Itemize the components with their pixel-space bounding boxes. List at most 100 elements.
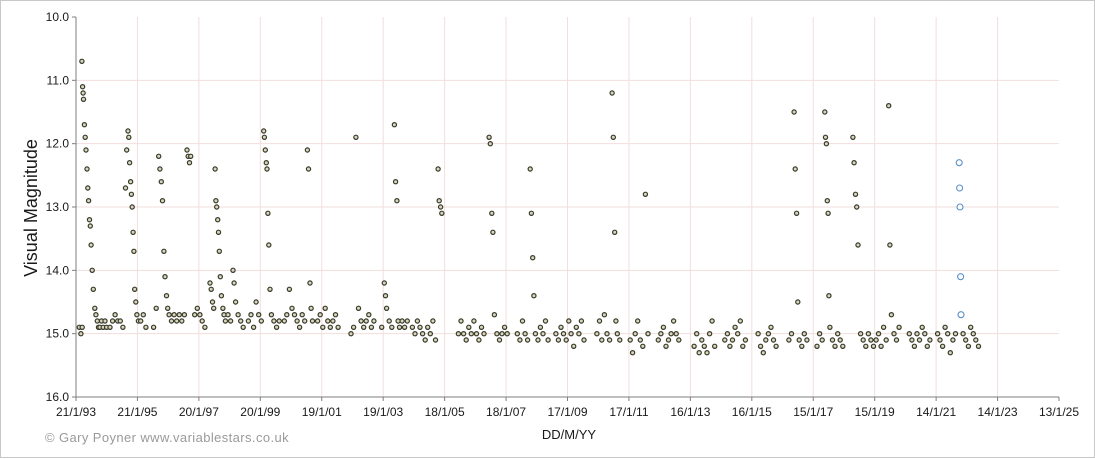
data-point-recent (957, 311, 965, 319)
data-point (120, 324, 126, 330)
data-point (256, 312, 262, 318)
data-point (191, 312, 198, 318)
data-point (81, 121, 88, 128)
data-point (855, 242, 861, 248)
data-point (691, 343, 697, 349)
data-point (250, 324, 257, 330)
data-point (122, 185, 129, 191)
data-point-recent (957, 273, 965, 281)
data-point (524, 337, 531, 343)
x-tick-label: 13/1/25 (1039, 405, 1079, 419)
data-point (804, 337, 810, 343)
data-point (227, 318, 234, 324)
data-point (404, 318, 410, 324)
data-point (166, 312, 172, 318)
data-point (217, 274, 223, 280)
data-point (432, 337, 439, 343)
data-point (578, 318, 585, 324)
data-point (197, 312, 203, 318)
data-point (84, 166, 90, 172)
data-point (325, 318, 331, 324)
data-point (394, 197, 400, 204)
data-point (268, 312, 275, 318)
data-point (916, 337, 923, 343)
data-point (801, 331, 808, 337)
data-point (952, 331, 959, 337)
data-point (399, 318, 405, 324)
data-point (965, 343, 972, 349)
data-point (658, 331, 664, 337)
x-tick-label: 14/1/21 (916, 405, 956, 419)
data-point (699, 337, 705, 343)
data-point (294, 318, 300, 324)
data-point (386, 318, 392, 324)
data-point (210, 305, 217, 311)
data-point (304, 147, 311, 153)
data-point (642, 191, 649, 197)
data-point (220, 305, 226, 311)
data-point (799, 343, 805, 349)
data-point (724, 331, 731, 337)
data-point (937, 337, 943, 343)
data-point (184, 147, 190, 153)
data-point (883, 337, 889, 343)
y-tick-label: 14.0 (46, 263, 70, 277)
data-point (168, 318, 175, 324)
data-point (501, 324, 508, 330)
data-point (212, 166, 218, 172)
data-point (868, 337, 874, 343)
data-point (216, 248, 222, 254)
data-point-recent (956, 184, 964, 192)
data-point (886, 102, 892, 109)
data-point (891, 331, 897, 337)
data-point (353, 134, 359, 140)
data-point (973, 337, 979, 343)
data-point (478, 324, 485, 330)
data-point (137, 318, 144, 324)
data-point (824, 197, 831, 204)
data-point (522, 331, 528, 337)
data-point (851, 159, 857, 166)
x-tick-label: 18/1/07 (486, 405, 526, 419)
data-point (159, 197, 166, 204)
data-point (361, 324, 367, 330)
data-point (555, 337, 562, 343)
data-point (704, 350, 710, 356)
data-point (305, 166, 312, 172)
y-tick-label: 10.0 (46, 10, 70, 24)
data-point (571, 343, 577, 349)
data-point (632, 331, 638, 337)
data-point (194, 305, 200, 311)
data-point (542, 318, 549, 324)
x-tick-label: 21/1/95 (117, 405, 157, 419)
x-tick-label: 16/1/13 (670, 405, 710, 419)
data-point (896, 324, 902, 330)
data-point (768, 324, 774, 330)
data-point (822, 109, 828, 115)
x-axis-title: DD/M/YY (542, 427, 597, 442)
data-point (389, 324, 395, 330)
data-point (496, 337, 503, 343)
data-point (528, 210, 535, 216)
x-tick-label: 15/1/19 (855, 405, 895, 419)
data-point (945, 331, 951, 337)
data-point (296, 324, 303, 330)
data-point (125, 128, 131, 134)
data-point (468, 331, 474, 337)
data-point (383, 305, 390, 311)
data-point (286, 286, 293, 292)
data-point (176, 312, 182, 318)
x-tick-label: 18/1/05 (425, 405, 465, 419)
data-point (919, 324, 925, 330)
data-point (134, 312, 140, 318)
data-point (317, 312, 323, 318)
data-point (870, 343, 877, 349)
data-point (419, 331, 426, 337)
data-point (291, 312, 298, 318)
data-point (133, 299, 139, 305)
data-point (466, 324, 472, 330)
data-point (517, 337, 523, 343)
data-point (240, 324, 246, 330)
data-point (857, 331, 864, 337)
data-point (232, 299, 239, 305)
